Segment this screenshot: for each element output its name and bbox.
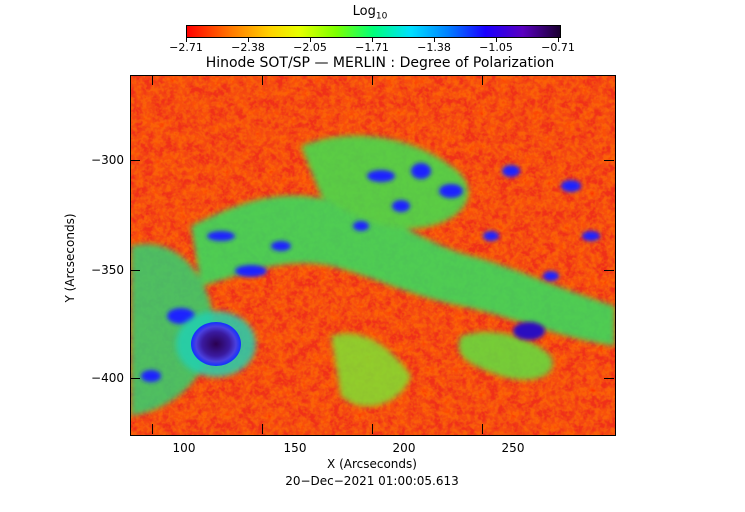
timestamp: 20−Dec−2021 01:00:05.613 bbox=[285, 474, 459, 488]
colorbar-tick-label: −1.71 bbox=[355, 41, 389, 54]
colorbar-tick-label: −2.71 bbox=[169, 41, 203, 54]
colorbar-title: Log10 bbox=[352, 4, 388, 22]
colorbar-tick-label: −2.05 bbox=[293, 41, 327, 54]
y-tick-label: −300 bbox=[91, 153, 124, 167]
x-tick-label: 250 bbox=[501, 441, 525, 455]
x-tick-label: 100 bbox=[172, 441, 196, 455]
x-tick-label: 150 bbox=[283, 441, 307, 455]
colorbar-tick-label: −1.05 bbox=[479, 41, 513, 54]
colorbar-tick-label: −2.38 bbox=[231, 41, 265, 54]
colorbar-tick-label: −0.71 bbox=[541, 41, 575, 54]
x-axis-label: X (Arcseconds) bbox=[327, 457, 417, 471]
x-tick-label: 200 bbox=[392, 441, 416, 455]
y-axis-label: Y (Arcseconds) bbox=[63, 213, 77, 303]
plot-title: Hinode SOT/SP — MERLIN : Degree of Polar… bbox=[205, 55, 555, 71]
colorbar bbox=[186, 25, 561, 38]
y-tick-label: −400 bbox=[91, 371, 124, 385]
polarization-image bbox=[131, 76, 615, 435]
colorbar-ticks bbox=[186, 37, 561, 43]
colorbar-tick-label: −1.38 bbox=[417, 41, 451, 54]
y-tick-label: −350 bbox=[91, 263, 124, 277]
polarization-map bbox=[130, 75, 616, 436]
